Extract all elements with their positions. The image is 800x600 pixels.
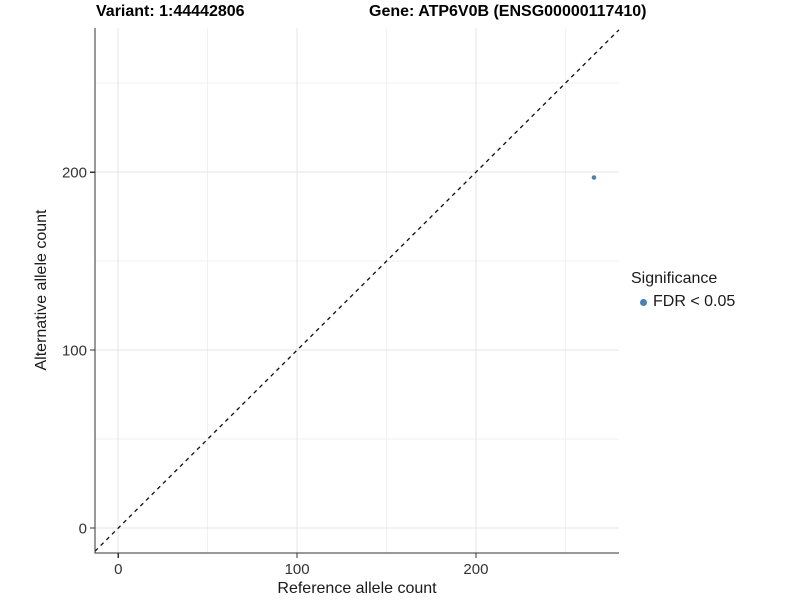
- legend: Significance FDR < 0.05: [631, 269, 735, 311]
- data-point: [591, 175, 597, 180]
- x-tick-label: 0: [114, 561, 122, 578]
- legend-key-dot: [640, 298, 647, 306]
- legend-item: FDR < 0.05: [640, 293, 735, 311]
- y-tick-label: 100: [62, 342, 87, 359]
- x-axis-title: Reference allele count: [277, 580, 437, 597]
- plot-title-gene: Gene: ATP6V0B (ENSG00000117410): [369, 3, 647, 20]
- plot-title-variant: Variant: 1:44442806: [96, 3, 245, 20]
- y-tick-label: 0: [79, 520, 87, 537]
- legend-title: Significance: [631, 270, 718, 287]
- y-tick-label: 200: [62, 164, 87, 181]
- identity-line: [94, 29, 620, 552]
- legend-item-label: FDR < 0.05: [653, 293, 736, 310]
- x-tick-label: 100: [285, 561, 310, 578]
- x-tick-label: 200: [463, 561, 488, 578]
- y-axis-title: Alternative allele count: [33, 209, 50, 371]
